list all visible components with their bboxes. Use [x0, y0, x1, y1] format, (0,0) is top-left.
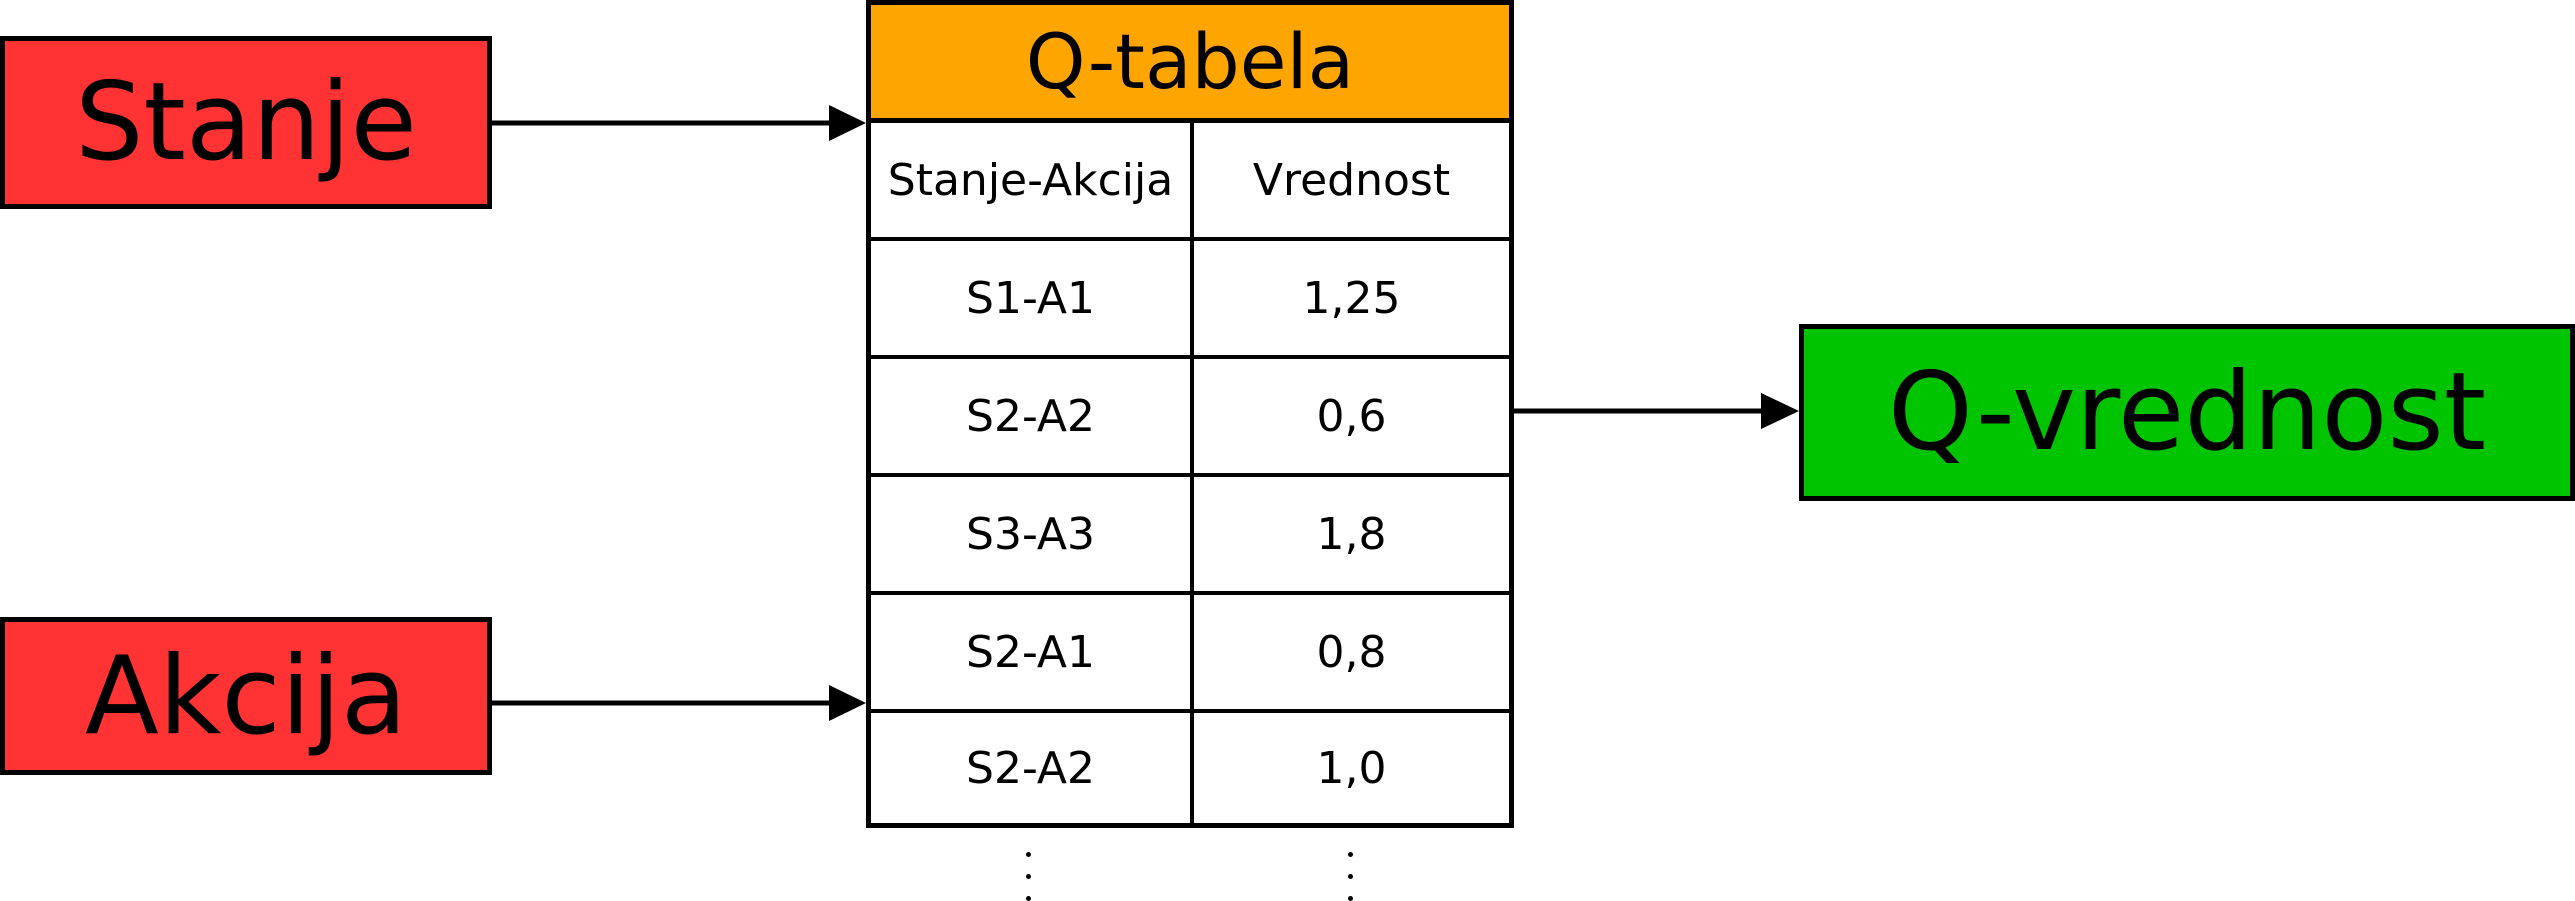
state-box: Stanje [0, 36, 492, 209]
table-row: S2-A1 0,8 [871, 595, 1509, 713]
q-value-box: Q-vrednost [1799, 324, 2575, 501]
arrowhead-icon [1761, 393, 1799, 429]
action-label: Akcija [85, 633, 407, 759]
state-action-cell: S1-A1 [966, 272, 1095, 324]
arrowhead-icon [829, 685, 866, 721]
state-action-cell: S2-A2 [966, 390, 1095, 442]
arrow-action-to-table [492, 685, 866, 721]
column-header-state-action: Stanje-Akcija [887, 154, 1174, 206]
column-header-value: Vrednost [1190, 123, 1509, 237]
continuation-dots-state-action [1018, 852, 1038, 901]
state-label: Stanje [75, 60, 417, 185]
table-row: S3-A3 1,8 [871, 477, 1509, 595]
table-row: S2-A2 1,0 [871, 713, 1509, 823]
value-cell: 1,8 [1190, 477, 1509, 591]
value-cell: 0,6 [1190, 359, 1509, 473]
value-cell: 1,25 [1190, 241, 1509, 355]
action-box: Akcija [0, 617, 492, 775]
q-value-label: Q-vrednost [1887, 350, 2487, 475]
arrow-state-to-table [492, 105, 866, 141]
continuation-dots-value [1340, 852, 1360, 901]
state-action-cell: S2-A1 [966, 626, 1095, 678]
value-cell: 0,8 [1190, 595, 1509, 709]
arrow-table-to-q-value [1514, 393, 1799, 429]
state-action-cell: S3-A3 [966, 508, 1095, 560]
q-table-title: Q-tabela [871, 5, 1509, 123]
q-table-header-row: Stanje-Akcija Vrednost [871, 123, 1509, 241]
table-row: S2-A2 0,6 [871, 359, 1509, 477]
q-table: Q-tabela Stanje-Akcija Vrednost S1-A1 1,… [866, 0, 1514, 828]
value-cell: 1,0 [1190, 713, 1509, 823]
arrowhead-icon [829, 105, 866, 141]
state-action-cell: S2-A2 [966, 742, 1095, 794]
table-row: S1-A1 1,25 [871, 241, 1509, 359]
